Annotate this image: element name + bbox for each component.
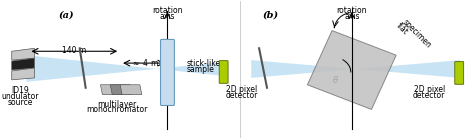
- Text: (a): (a): [58, 11, 74, 20]
- Polygon shape: [12, 48, 35, 60]
- Polygon shape: [110, 85, 132, 95]
- FancyBboxPatch shape: [455, 62, 464, 84]
- Text: $\theta$: $\theta$: [331, 74, 338, 85]
- Polygon shape: [12, 58, 35, 70]
- Text: multilayer: multilayer: [98, 100, 137, 109]
- Text: monochromator: monochromator: [86, 106, 148, 115]
- Text: sample: sample: [186, 65, 214, 75]
- Text: flat: flat: [394, 21, 410, 36]
- Polygon shape: [251, 60, 460, 78]
- Polygon shape: [100, 85, 122, 95]
- Text: 140 m: 140 m: [62, 46, 86, 55]
- Text: stick-like: stick-like: [186, 59, 220, 68]
- Text: specimen: specimen: [401, 17, 433, 50]
- Text: axis: axis: [344, 12, 359, 21]
- Text: detector: detector: [226, 91, 258, 100]
- Text: rotation: rotation: [152, 6, 182, 15]
- Polygon shape: [308, 31, 396, 109]
- Text: 2D pixel: 2D pixel: [226, 85, 257, 94]
- Text: source: source: [8, 98, 33, 107]
- Text: ID19: ID19: [12, 86, 29, 95]
- Polygon shape: [27, 55, 224, 82]
- FancyBboxPatch shape: [161, 39, 174, 106]
- Text: $\approx$ 4 m: $\approx$ 4 m: [131, 57, 159, 68]
- Polygon shape: [120, 85, 142, 95]
- FancyBboxPatch shape: [219, 61, 228, 83]
- Text: axis: axis: [160, 12, 175, 21]
- Text: (b): (b): [263, 11, 279, 20]
- Text: 2D pixel: 2D pixel: [414, 85, 446, 94]
- Text: undulator: undulator: [2, 92, 39, 101]
- Text: rotation: rotation: [337, 6, 367, 15]
- Text: detector: detector: [413, 91, 446, 100]
- Polygon shape: [12, 68, 35, 80]
